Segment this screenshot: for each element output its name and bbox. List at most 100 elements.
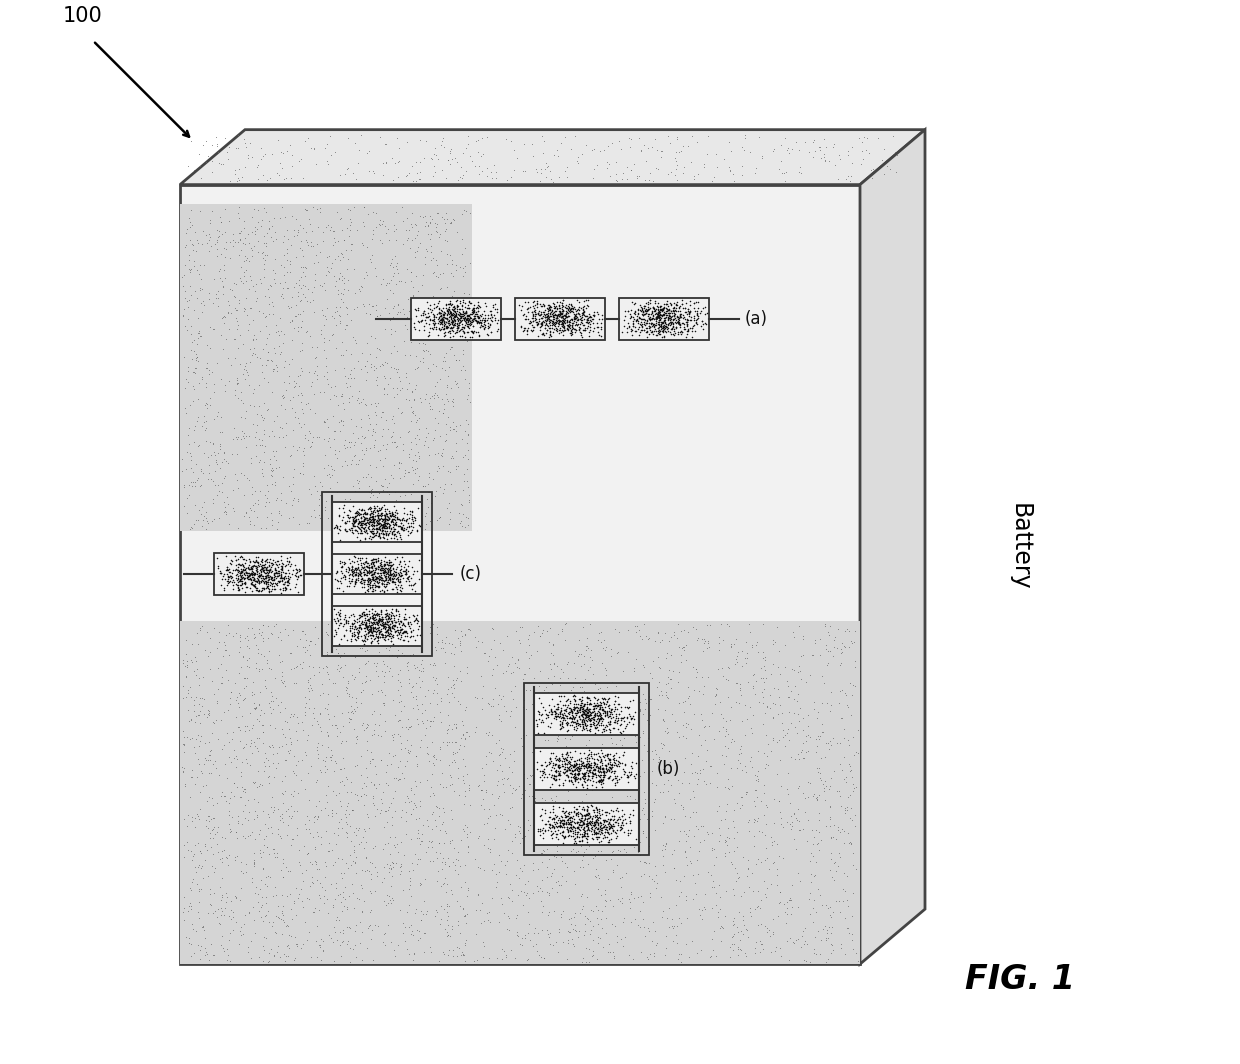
Point [609,752,629,769]
Point [620,705,640,722]
Point [211,936,231,953]
Point [322,898,342,915]
Point [435,854,455,871]
Point [393,515,413,532]
Point [584,803,604,820]
Point [222,356,242,373]
Point [253,250,273,267]
Point [378,916,398,933]
Point [254,556,274,573]
Point [340,622,360,639]
Point [371,409,391,426]
Point [425,315,445,332]
Point [249,661,269,678]
Point [374,367,394,384]
Point [641,315,661,332]
Point [713,719,733,736]
Point [215,502,234,519]
Point [371,569,391,586]
Point [249,567,269,584]
Point [280,928,300,945]
Point [376,519,396,536]
Point [362,525,382,542]
Point [587,710,606,727]
Point [392,735,412,752]
Point [785,804,805,821]
Point [722,928,742,945]
Point [818,642,838,659]
Point [565,815,585,832]
Point [381,271,401,288]
Point [538,709,558,726]
Point [367,616,387,633]
Point [264,571,284,588]
Point [327,562,347,579]
Point [365,527,384,544]
Point [320,248,340,265]
Point [600,755,620,772]
Point [182,870,202,887]
Point [580,809,600,826]
Point [672,775,692,792]
Point [572,325,591,342]
Point [336,732,356,749]
Point [441,315,461,332]
Point [588,825,608,842]
Point [484,661,503,678]
Point [382,570,402,587]
Point [358,616,378,633]
Point [250,451,270,468]
Point [609,816,629,833]
Point [666,302,686,319]
Point [346,334,366,351]
Point [200,825,219,842]
Point [542,826,562,843]
Point [403,677,423,694]
Point [590,679,610,696]
Point [343,844,363,861]
Point [538,157,558,174]
Point [588,710,608,727]
Point [436,825,456,842]
Point [649,309,668,326]
Point [440,142,460,159]
Point [332,221,352,238]
Point [232,569,252,586]
Point [546,716,565,733]
Point [733,658,753,675]
Point [745,766,765,783]
Point [610,843,630,860]
Point [754,784,774,801]
Point [310,473,330,491]
Point [326,605,346,622]
Point [517,321,537,338]
Point [331,209,351,226]
Point [342,561,362,578]
Point [207,354,227,371]
Point [326,519,346,536]
Point [797,935,817,952]
Point [184,702,203,719]
Point [699,616,719,633]
Point [334,555,353,572]
Point [365,516,384,533]
Point [769,895,789,912]
Point [356,305,376,322]
Point [428,269,448,286]
Point [273,911,293,928]
Point [252,888,272,905]
Point [438,315,458,332]
Point [448,292,467,309]
Point [356,629,376,646]
Point [548,312,568,329]
Point [560,317,580,334]
Point [601,763,621,780]
Point [789,864,808,881]
Point [503,743,523,760]
Point [197,400,217,417]
Point [842,769,862,786]
Point [371,791,391,808]
Point [444,420,464,437]
Point [272,564,291,581]
Point [293,443,312,460]
